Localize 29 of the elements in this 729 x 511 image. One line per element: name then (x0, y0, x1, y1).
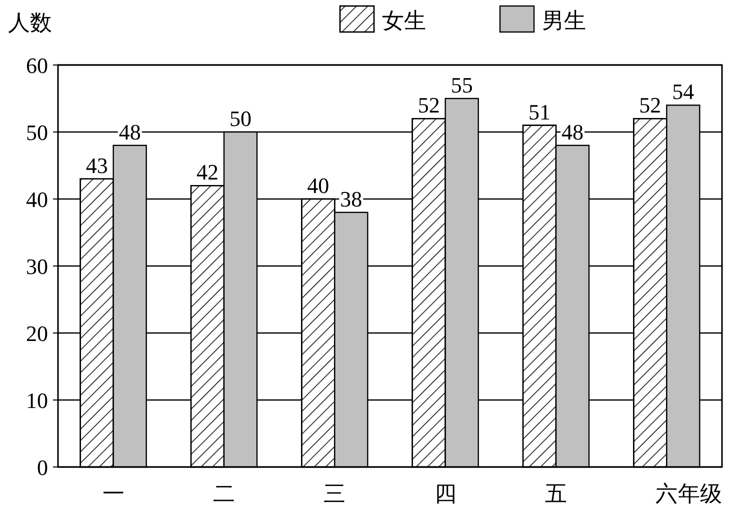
data-label: 38 (340, 186, 362, 212)
data-label: 52 (418, 92, 440, 118)
y-tick-label: 20 (26, 321, 48, 346)
y-tick-label: 50 (26, 120, 48, 145)
legend-label: 男生 (542, 8, 586, 33)
data-label: 55 (450, 72, 473, 98)
x-tick-label: 六 (656, 481, 678, 506)
x-tick-label: 三 (324, 481, 346, 506)
y-tick-label: 60 (26, 53, 48, 78)
data-label: 54 (672, 79, 694, 104)
x-tick-label: 五 (545, 481, 567, 506)
y-tick-label: 10 (26, 388, 48, 413)
legend-label: 女生 (382, 8, 426, 33)
data-label: 43 (86, 152, 108, 178)
data-label: 48 (118, 119, 141, 144)
data-label: 42 (196, 160, 218, 185)
x-axis-title: 年级 (678, 481, 722, 506)
x-tick-label: 一 (102, 481, 124, 506)
data-label: 48 (562, 119, 584, 144)
y-tick-label: 40 (26, 187, 48, 212)
data-label: 40 (307, 173, 330, 198)
y-tick-label: 30 (26, 254, 48, 279)
data-label: 52 (639, 92, 662, 118)
x-tick-label: 四 (434, 481, 456, 506)
data-label: 50 (230, 106, 252, 131)
y-axis-title: 人数 (8, 10, 52, 35)
data-label: 51 (528, 99, 550, 124)
x-tick-label: 二 (213, 481, 235, 506)
y-tick-label: 0 (37, 455, 48, 480)
